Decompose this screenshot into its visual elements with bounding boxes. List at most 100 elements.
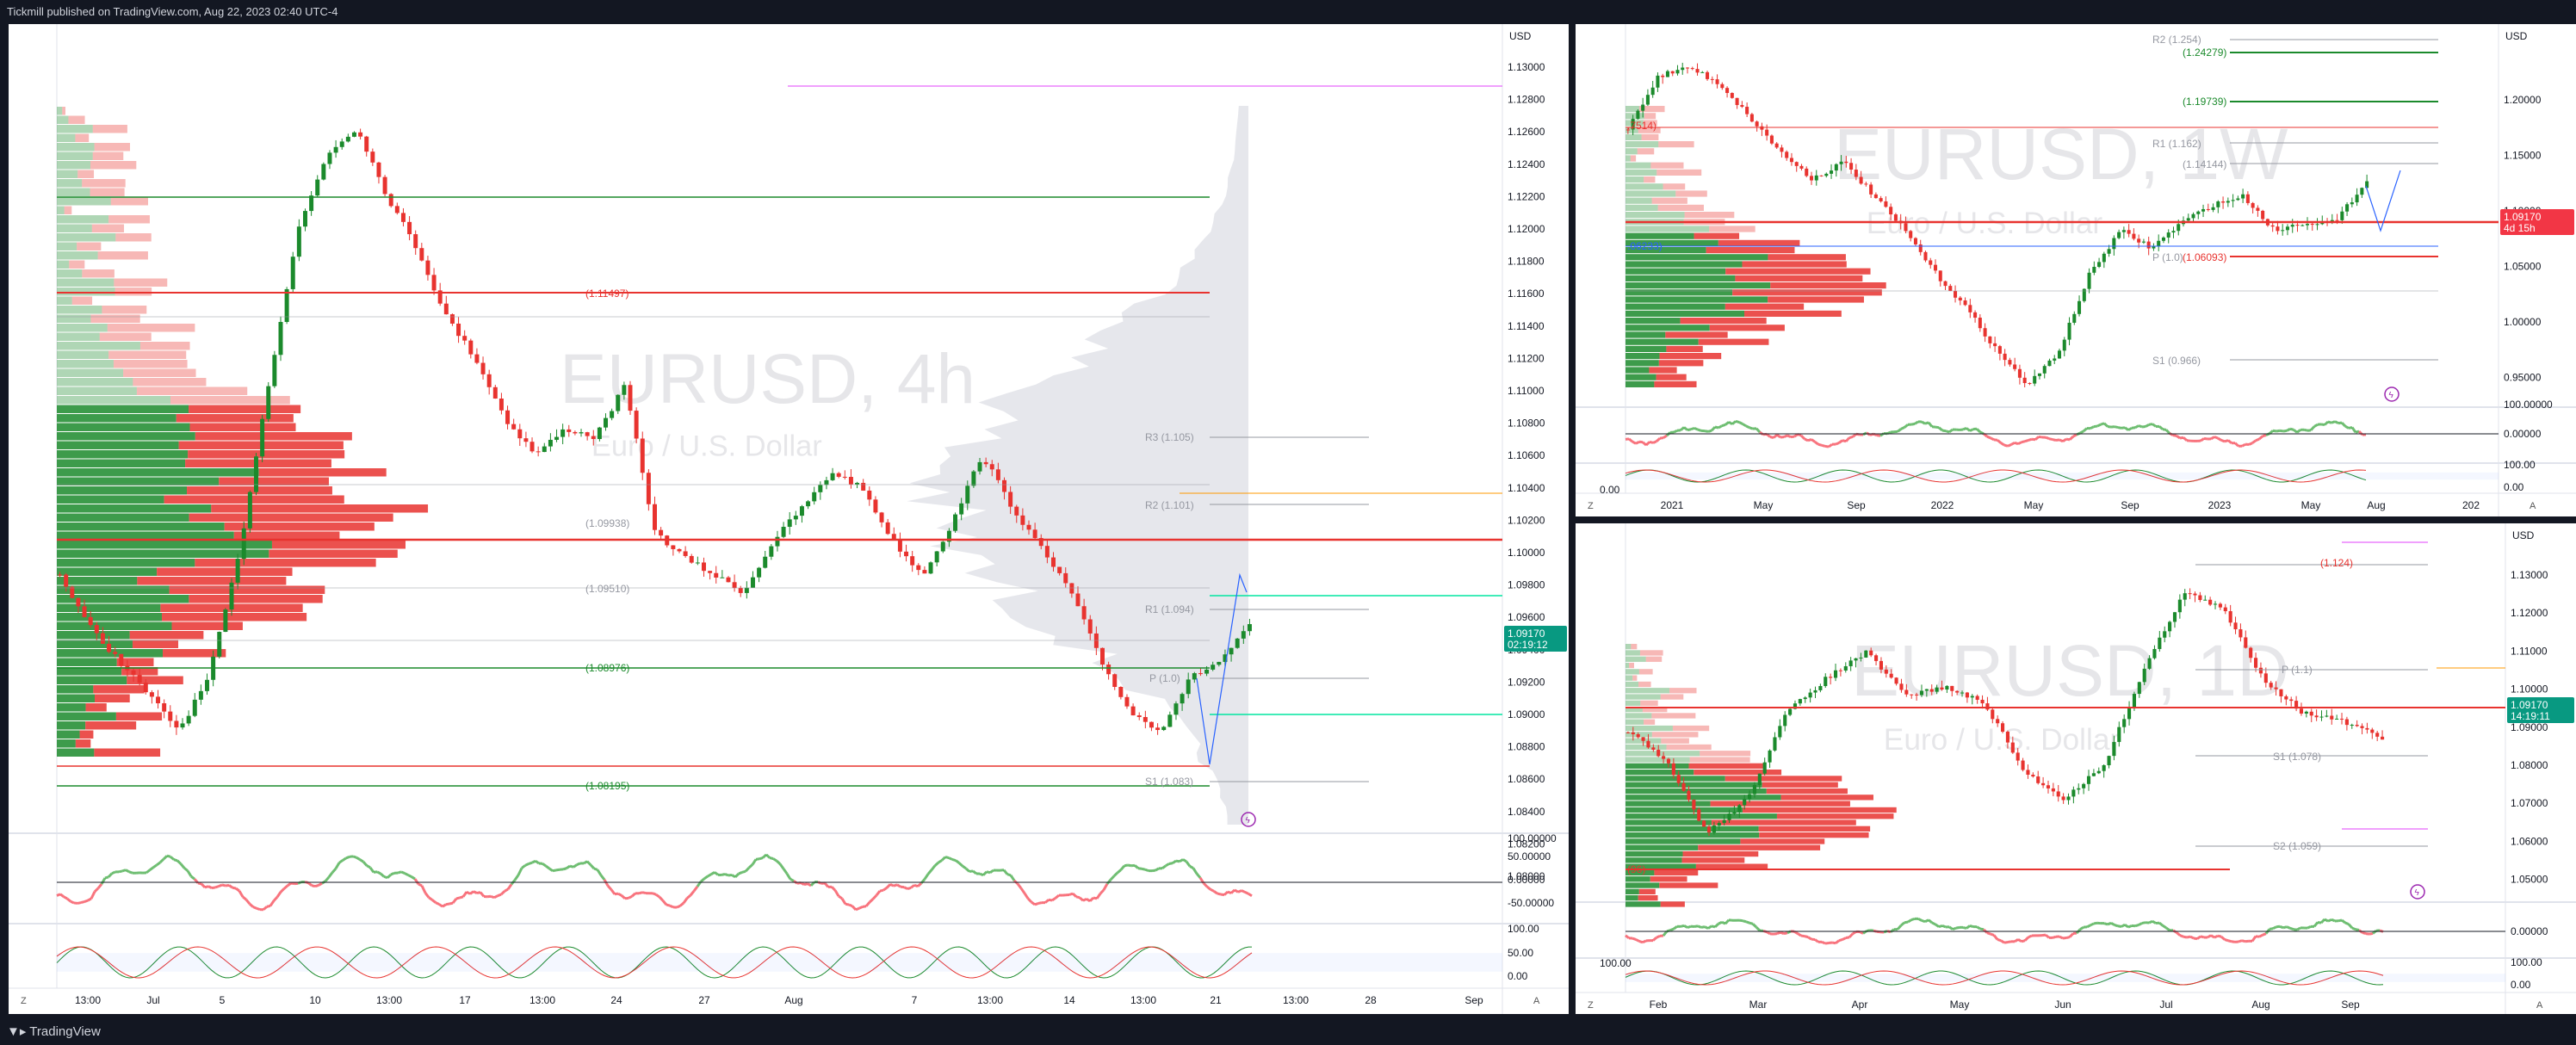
volume-profile-bar: [1762, 782, 1838, 788]
events-lightning-icon[interactable]: [2384, 386, 2400, 402]
candle-body: [653, 504, 657, 530]
oscillator-line: [989, 869, 994, 874]
events-lightning-icon[interactable]: [1241, 812, 1256, 827]
candle-body: [2340, 211, 2344, 220]
oscillator-line: [461, 891, 468, 898]
candle-body: [296, 226, 301, 257]
oscillator-line: [1105, 879, 1112, 885]
candle-body: [781, 527, 786, 537]
auto-scale-button[interactable]: A: [2536, 1000, 2543, 1011]
candle-body: [1997, 346, 2002, 354]
tradingview-logo[interactable]: ▼▸ TradingView: [7, 1019, 101, 1045]
oscillator-line: [1797, 932, 1802, 937]
volume-profile-bar: [176, 414, 294, 423]
candle-body: [2082, 288, 2086, 301]
oscillator-line: [2093, 921, 2098, 925]
volume-profile-bar: [1658, 141, 1694, 148]
oscillator-line: [617, 892, 622, 897]
candle-body: [2147, 658, 2152, 669]
timezone-button[interactable]: Z: [1588, 1000, 1594, 1011]
time-axis-tick: Aug: [784, 994, 802, 1006]
volume-profile-bar: [1625, 133, 1642, 140]
oscillator-line: [744, 866, 751, 873]
volume-profile-bar: [1625, 825, 1759, 832]
oscillator-line: [66, 897, 71, 903]
candle-body: [1735, 97, 1739, 106]
oscillator-line: [338, 859, 344, 864]
events-lightning-icon[interactable]: [2410, 884, 2425, 900]
candle-body: [1748, 794, 1752, 800]
projection-arrow[interactable]: [2365, 170, 2401, 232]
timezone-button[interactable]: Z: [21, 996, 27, 1006]
candle-body: [1879, 660, 1883, 670]
oscillator-line: [390, 871, 395, 876]
time-axis-tick: 5: [220, 994, 226, 1006]
currency-label[interactable]: USD: [1509, 30, 1532, 42]
candle-body: [351, 132, 356, 137]
oscillator-line: [1986, 435, 1991, 440]
candle-body: [419, 248, 424, 261]
price-axis-tick: 1.12200: [1508, 190, 1545, 202]
candle-body: [382, 176, 387, 195]
oscillator-line: [1652, 440, 1657, 444]
volume-profile-bar: [163, 649, 226, 658]
last-price-value: 1.09170: [1508, 628, 1545, 640]
oscillator-line: [1700, 925, 1706, 929]
oscillator-line: [2282, 429, 2288, 433]
candle-body: [394, 206, 399, 213]
oscillator-line: [2272, 429, 2277, 433]
candle-body: [1720, 83, 1725, 89]
candle-body: [1051, 557, 1056, 567]
oscillator-line: [2134, 924, 2139, 928]
oscillator-line: [800, 881, 805, 886]
oscillator-line: [1742, 423, 1747, 428]
oscillator-line: [59, 893, 65, 898]
oscillator-line: [90, 891, 96, 900]
candle-body: [573, 431, 578, 434]
currency-label[interactable]: USD: [2505, 30, 2528, 42]
volume-profile-bar: [57, 306, 102, 314]
oscillator-line: [666, 903, 671, 907]
time-axis-tick: 10: [309, 994, 321, 1006]
candle-body: [1940, 687, 1944, 690]
candle-body: [358, 132, 363, 137]
candle-body: [2244, 637, 2248, 648]
candle-body: [2223, 607, 2227, 612]
oscillator-line: [1127, 863, 1132, 868]
oscillator-line: [1690, 426, 1695, 431]
projection-arrow[interactable]: [1196, 572, 1248, 765]
volume-profile-bar: [1656, 169, 1702, 176]
oscillator-line: [1938, 426, 1943, 432]
chart-panel-1w[interactable]: EURUSD, 1W Euro / U.S. Dollar R2 (1.254) (1…: [1576, 24, 2576, 516]
oscillator-line: [2193, 937, 2198, 941]
oscillator-line: [2210, 934, 2215, 939]
oscillator-line: [104, 875, 109, 880]
timezone-button[interactable]: Z: [1588, 501, 1594, 511]
oscillator-line: [2338, 421, 2343, 425]
auto-scale-button[interactable]: A: [1533, 996, 1540, 1006]
oscillator-line: [445, 902, 450, 906]
volume-profile-bar: [57, 748, 95, 757]
oscillator-line: [1112, 871, 1119, 877]
oscillator-line: [1828, 442, 1833, 448]
candle-body: [2365, 727, 2369, 730]
oscillator-line: [173, 858, 178, 863]
oscillator-line: [1195, 872, 1202, 879]
chart-panel-1d[interactable]: EURUSD, 1D Euro / U.S. Dollar (1.124) P (1.…: [1576, 523, 2576, 1014]
oscillator-line: [2023, 936, 2030, 942]
oscillator-line: [596, 869, 603, 876]
oscillator-line: [1669, 927, 1675, 932]
volume-profile-bar: [57, 522, 225, 531]
chart-panel-4h[interactable]: EURUSD, 4h Euro / U.S. Dollar (1.11497) R3 …: [9, 24, 1569, 1014]
candle-body: [2355, 725, 2359, 727]
currency-label[interactable]: USD: [2512, 529, 2535, 541]
oscillator-line: [1738, 918, 1743, 923]
oscillator-line: [1800, 934, 1805, 938]
candle-body: [1778, 726, 1782, 738]
auto-scale-button[interactable]: A: [2530, 501, 2536, 511]
oscillator-line: [599, 874, 606, 881]
candle-body: [1665, 71, 1669, 77]
